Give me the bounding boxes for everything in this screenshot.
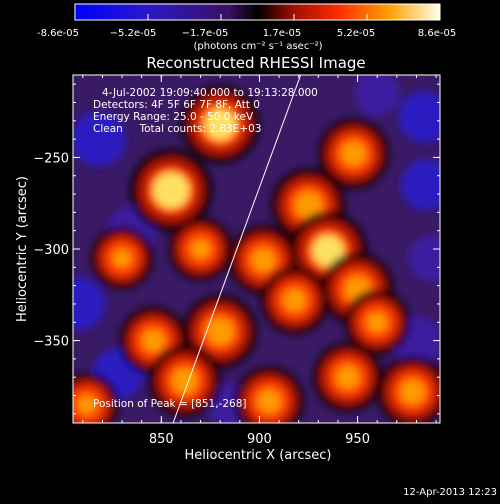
heatmap-hotspot-peak	[312, 235, 344, 267]
heatmap-hotspot-peak	[153, 172, 190, 209]
y-tick-label: −300	[33, 243, 69, 258]
heatmap-hotspot-peak	[77, 395, 97, 415]
heatmap-hotspot-peak	[283, 289, 306, 312]
heatmap-coldspot	[354, 75, 400, 116]
heatmap-hotspot-peak	[400, 379, 425, 405]
x-tick-label: 900	[247, 432, 272, 447]
heatmap-hotspot-peak	[367, 312, 388, 333]
axis-ticks	[73, 75, 440, 423]
colorbar-tick-label: 5.2e-05	[337, 28, 375, 39]
colorbar: -8.6e-05 −5.2e-05 −1.7e-05 1.7e-05 5.2e-…	[37, 3, 456, 52]
y-tick-label: −350	[33, 335, 69, 350]
x-tick-label: 850	[149, 432, 174, 447]
x-tick-label: 950	[345, 432, 370, 447]
colorbar-tick-label: −5.2e-05	[110, 28, 157, 39]
colorbar-gradient	[74, 3, 441, 21]
heatmap-hotspot-peak	[341, 141, 367, 167]
heatmap-area	[73, 75, 440, 423]
footer-date: 12-Apr-2013 12:23	[403, 487, 497, 498]
colorbar-units: (photons cm⁻² s⁻¹ asec⁻²)	[193, 41, 322, 52]
info-detectors: Detectors: 4F 5F 6F 7F 8F, Att 0	[93, 99, 260, 111]
y-axis-label: Heliocentric Y (arcsec)	[15, 176, 30, 322]
colorbar-tick-label: −1.7e-05	[182, 28, 229, 39]
colorbar-tick-label: -8.6e-05	[37, 28, 79, 39]
heatmap-coldspot	[408, 234, 440, 282]
chart-title: Reconstructed RHESSI Image	[146, 54, 365, 72]
heatmap-hotspot-peak	[142, 329, 165, 352]
heatmap-coldspot	[73, 277, 106, 331]
x-axis-label: Heliocentric X (arcsec)	[185, 448, 332, 463]
heatmap-coldspot	[73, 111, 126, 167]
colorbar-tick-label: 1.7e-05	[263, 28, 301, 39]
heatmap-hotspot-peak	[191, 239, 210, 259]
y-tick-label: −250	[33, 151, 69, 166]
colorbar-tick-label: 8.6e-05	[418, 28, 456, 39]
info-clean-counts: Clean Total counts: 2.83E+03	[93, 123, 262, 135]
heatmap-coldspot	[398, 91, 440, 144]
heatmap-hotspot-peak	[257, 389, 282, 413]
heatmap-hotspot-peak	[204, 108, 236, 141]
info-energy-range: Energy Range: 25.0 - 50.0 keV	[93, 111, 254, 123]
heatmap-coldspot	[400, 159, 440, 211]
heatmap-hotspot-peak	[294, 191, 323, 219]
heatmap-hotspot-peak	[251, 248, 276, 272]
heatmap-hotspot-peak	[113, 249, 131, 267]
info-peak-position: Position of Peak = [851,-268]	[93, 398, 247, 410]
heatmap-hotspot-peak	[336, 365, 360, 389]
heatmap-hotspot-peak	[206, 317, 234, 346]
info-time-range: 4-Jul-2002 19:09:40.000 to 19:13:28.000	[102, 87, 318, 99]
solar-limb-line	[172, 75, 302, 423]
